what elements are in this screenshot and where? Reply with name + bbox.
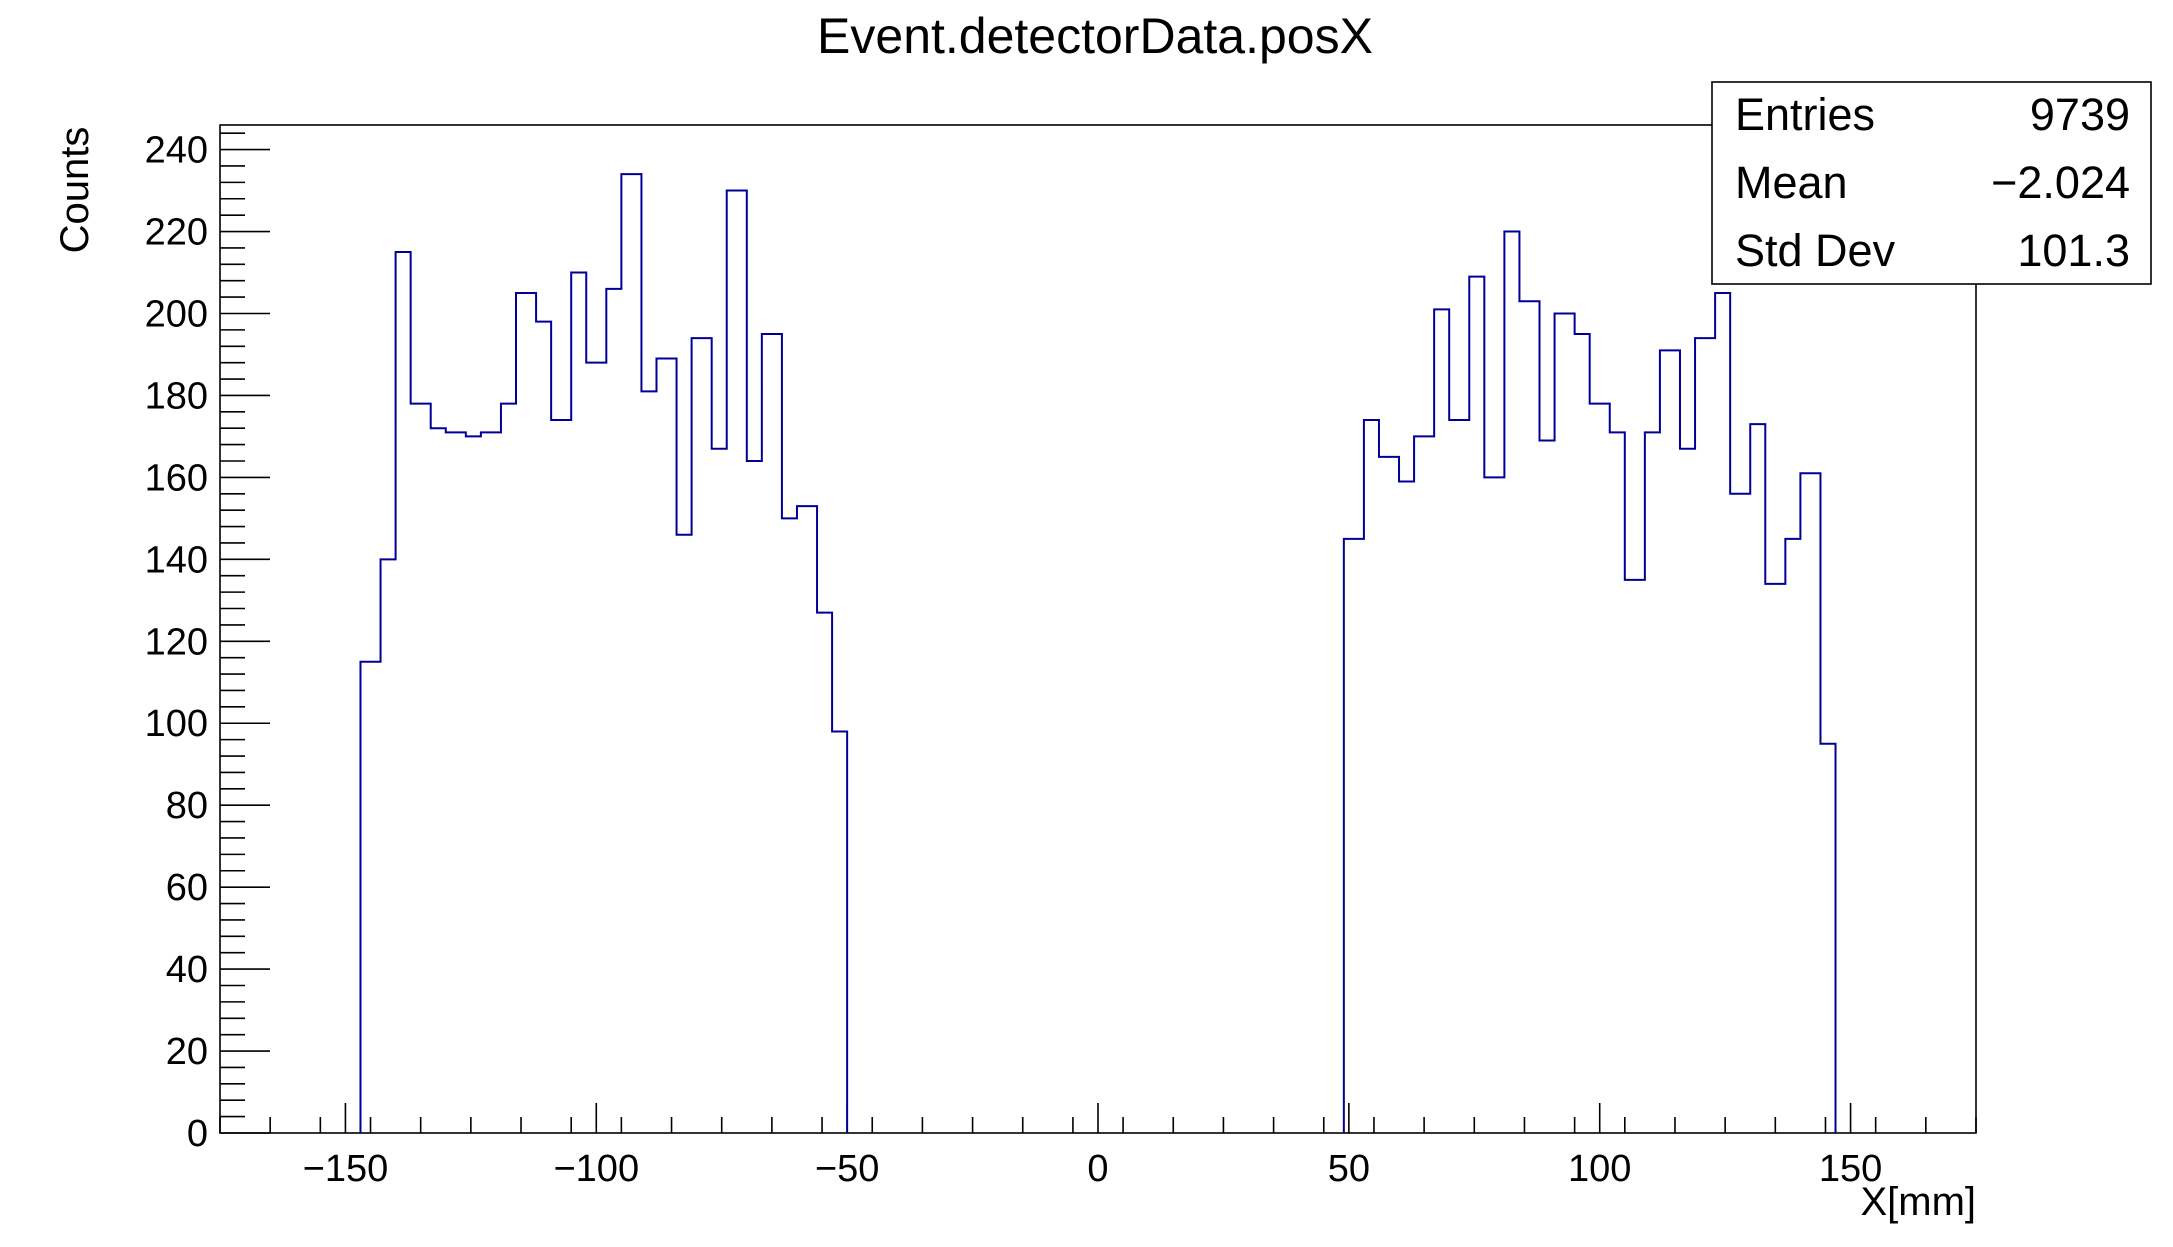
stats-box: Entries 9739 Mean −2.024 Std Dev 101.3 (1711, 81, 2152, 285)
histogram-bin (1590, 404, 1610, 1133)
y-tick-label: 100 (145, 703, 208, 745)
histogram-bin (1660, 350, 1680, 1133)
histogram-bin (431, 428, 446, 1133)
histogram-bin (1414, 436, 1434, 1133)
histogram-bin (621, 174, 641, 1133)
histogram-bin (1765, 584, 1785, 1133)
histogram-bin (501, 404, 516, 1133)
axis-tick-labels: −150 −100 −50 0 50 100 150 0 20 40 60 80 100 120 140 16… (145, 130, 1883, 1190)
histogram-bin (797, 506, 817, 1133)
chart-title: Event.detectorData.posX (817, 8, 1373, 64)
histogram-bin (551, 420, 571, 1133)
histogram-bin (762, 334, 782, 1133)
histogram-bin (727, 191, 747, 1133)
histogram-bin (641, 391, 656, 1133)
histogram-bin (817, 613, 832, 1133)
histogram-bin (712, 449, 727, 1133)
stats-entries-label: Entries (1735, 89, 1875, 140)
histogram-bins (360, 174, 1835, 1133)
histogram-bin (1519, 301, 1539, 1133)
y-tick-label: 120 (145, 621, 208, 663)
y-tick-label: 140 (145, 539, 208, 581)
x-tick-label: −100 (553, 1148, 639, 1190)
histogram-bin (1785, 539, 1800, 1133)
histogram-bin (677, 535, 692, 1133)
stats-mean-value: −2.024 (1991, 157, 2130, 208)
histogram-bin (747, 461, 762, 1133)
histogram-bin (481, 432, 501, 1133)
histogram-bin (571, 273, 586, 1133)
y-tick-label: 40 (166, 949, 208, 991)
histogram-bin (1344, 539, 1364, 1133)
histogram-bin (411, 404, 431, 1133)
histogram-bin (692, 338, 712, 1133)
x-tick-label: 50 (1328, 1148, 1370, 1190)
histogram-bin (1484, 477, 1504, 1133)
histogram-bin (1820, 744, 1835, 1133)
histogram-bin (1645, 432, 1660, 1133)
histogram-bin (1625, 580, 1645, 1133)
histogram-bin (360, 662, 380, 1133)
x-tick-label: −50 (815, 1148, 879, 1190)
histogram-bin (446, 432, 466, 1133)
histogram-bin (1379, 457, 1399, 1133)
histogram-bin (1715, 293, 1730, 1133)
y-tick-label: 60 (166, 867, 208, 909)
histogram-bin (1540, 441, 1555, 1133)
histogram-bin (1730, 494, 1750, 1133)
histogram-bin (381, 559, 396, 1133)
histogram-bin (1800, 473, 1820, 1133)
histogram-bin (656, 359, 676, 1133)
histogram-bin (1504, 232, 1519, 1133)
histogram-bin (586, 363, 606, 1133)
histogram-bin (1364, 420, 1379, 1133)
x-tick-label: −150 (303, 1148, 389, 1190)
histogram-series-outline (359, 173, 1837, 1133)
histogram-bin (1449, 420, 1469, 1133)
histogram-bin (1680, 449, 1695, 1133)
y-tick-label: 20 (166, 1031, 208, 1073)
histogram-bin (466, 436, 481, 1133)
stats-box-frame (1711, 81, 2152, 285)
histogram-bin (1575, 334, 1590, 1133)
y-tick-label: 0 (187, 1113, 208, 1155)
stats-stddev-label: Std Dev (1735, 225, 1896, 276)
y-tick-label: 180 (145, 375, 208, 417)
histogram-bin (782, 518, 797, 1133)
x-tick-label: 150 (1819, 1148, 1882, 1190)
histogram-bin (1399, 481, 1414, 1133)
y-tick-label: 160 (145, 457, 208, 499)
axis-ticks (219, 132, 1977, 1134)
stats-mean-label: Mean (1735, 157, 1848, 208)
stats-entries-value: 9739 (2030, 89, 2130, 140)
histogram-bin (1750, 424, 1765, 1133)
y-axis-label: Counts (53, 127, 97, 254)
stats-stddev-value: 101.3 (2017, 225, 2130, 276)
y-tick-label: 80 (166, 785, 208, 827)
histogram-bin (1469, 277, 1484, 1133)
x-tick-label: 100 (1568, 1148, 1631, 1190)
histogram-bin (606, 289, 621, 1133)
histogram-bin (1434, 309, 1449, 1133)
y-tick-label: 200 (145, 293, 208, 335)
histogram-bin (1610, 432, 1625, 1133)
histogram-bin (536, 322, 551, 1133)
histogram-bin (1555, 313, 1575, 1133)
y-tick-label: 240 (145, 130, 208, 172)
histogram-bin (396, 252, 411, 1133)
x-tick-label: 0 (1087, 1148, 1108, 1190)
histogram-bin (1695, 338, 1715, 1133)
histogram-bin (516, 293, 536, 1133)
x-axis-label: X[mm] (1860, 1180, 1976, 1224)
y-tick-label: 220 (145, 212, 208, 254)
histogram-bin (832, 731, 847, 1133)
